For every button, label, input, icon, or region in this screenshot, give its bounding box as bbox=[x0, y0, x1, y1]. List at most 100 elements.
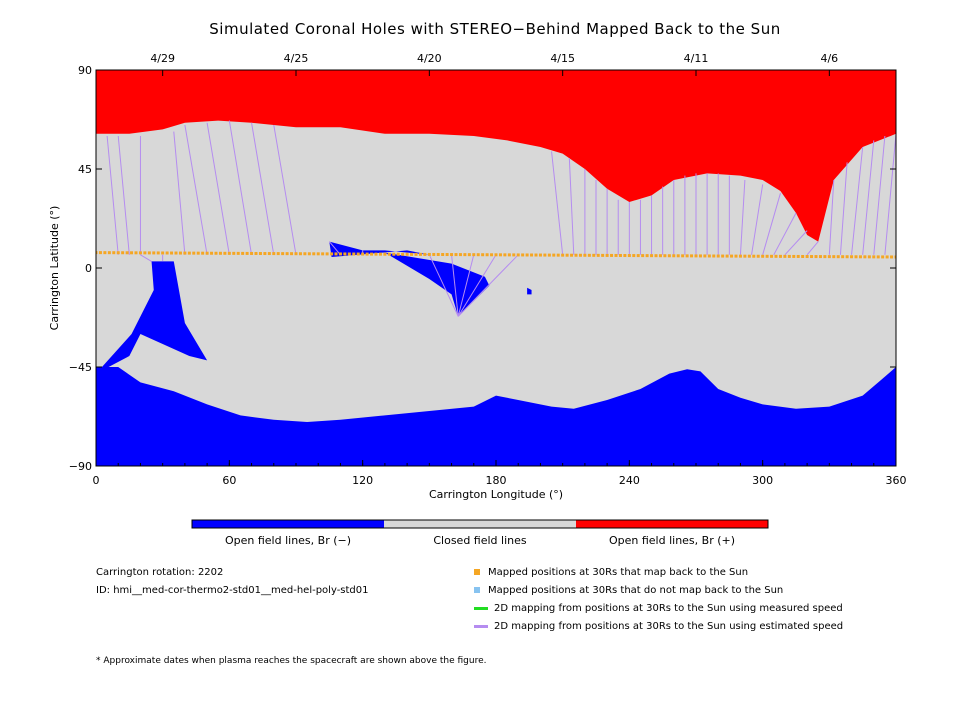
track-point bbox=[681, 254, 685, 258]
x-tick-label: 180 bbox=[486, 474, 507, 487]
legend-item-estimated: 2D mapping from positions at 30Rs to the… bbox=[474, 620, 843, 634]
track-point bbox=[818, 255, 822, 259]
track-point bbox=[632, 254, 636, 258]
track-point bbox=[116, 251, 120, 255]
track-point bbox=[161, 251, 165, 255]
track-point bbox=[574, 253, 578, 257]
colorbar-frame bbox=[191, 519, 769, 529]
track-point bbox=[201, 251, 205, 255]
track-point bbox=[107, 251, 111, 255]
mapping-line-30 bbox=[784, 230, 808, 256]
track-point bbox=[338, 252, 342, 256]
track-point bbox=[885, 255, 889, 259]
mapping-line-6 bbox=[206, 122, 230, 255]
legend-label: 2D mapping from positions at 30Rs to the… bbox=[494, 603, 843, 614]
track-point bbox=[96, 251, 98, 255]
date-tick-label: 4/6 bbox=[820, 52, 838, 65]
track-point bbox=[641, 254, 645, 258]
track-point bbox=[330, 252, 334, 256]
track-point bbox=[361, 252, 365, 256]
track-point bbox=[196, 251, 200, 255]
track-point bbox=[125, 251, 129, 255]
mapping-line-41 bbox=[451, 254, 459, 317]
track-point bbox=[565, 253, 569, 257]
track-point bbox=[872, 255, 876, 259]
track-point bbox=[147, 251, 151, 255]
track-point bbox=[427, 252, 431, 256]
x-tick-label: 120 bbox=[352, 474, 373, 487]
track-point bbox=[654, 254, 658, 258]
track-point bbox=[98, 251, 102, 255]
mapping-line-40 bbox=[428, 254, 459, 317]
track-point bbox=[725, 254, 729, 258]
track-point bbox=[881, 255, 885, 259]
y-tick-label: 0 bbox=[85, 262, 92, 275]
track-point bbox=[418, 252, 422, 256]
track-point bbox=[405, 252, 409, 256]
track-point bbox=[258, 252, 262, 256]
mapping-line-37 bbox=[884, 133, 896, 255]
track-point bbox=[863, 255, 867, 259]
track-point bbox=[387, 252, 391, 256]
x-tick-label: 360 bbox=[886, 474, 907, 487]
south-open-field-region bbox=[96, 367, 896, 466]
track-point bbox=[738, 254, 742, 258]
track-point bbox=[378, 252, 382, 256]
mapping-line-32 bbox=[828, 179, 835, 255]
track-point bbox=[538, 253, 542, 257]
track-point bbox=[143, 251, 147, 255]
track-point bbox=[156, 251, 160, 255]
track-point bbox=[658, 254, 662, 258]
track-point bbox=[716, 254, 720, 258]
date-tick-label: 4/20 bbox=[417, 52, 442, 65]
north-open-field-region bbox=[96, 70, 896, 242]
x-axis-title: Carrington Longitude (°) bbox=[429, 488, 563, 501]
track-point bbox=[463, 253, 467, 257]
track-point bbox=[343, 252, 347, 256]
track-point bbox=[854, 255, 858, 259]
track-point bbox=[347, 252, 351, 256]
track-point bbox=[752, 254, 756, 258]
x-tick-label: 300 bbox=[752, 474, 773, 487]
track-point bbox=[827, 255, 831, 259]
track-point bbox=[178, 251, 182, 255]
track-point bbox=[165, 251, 169, 255]
mapping-line-33 bbox=[839, 162, 848, 255]
track-point bbox=[312, 252, 316, 256]
mapping-line-9 bbox=[273, 124, 297, 255]
mapping-line-43 bbox=[457, 254, 497, 317]
track-point bbox=[445, 253, 449, 257]
track-point bbox=[458, 253, 462, 257]
y-tick-label: 45 bbox=[78, 163, 92, 176]
track-point bbox=[174, 251, 178, 255]
colorbar-segment-0 bbox=[192, 520, 384, 528]
track-point bbox=[894, 255, 896, 259]
track-point bbox=[783, 254, 787, 258]
track-point bbox=[747, 254, 751, 258]
date-tick-label: 4/29 bbox=[150, 52, 175, 65]
track-point bbox=[498, 253, 502, 257]
track-point bbox=[516, 253, 520, 257]
mapping-line-4 bbox=[173, 131, 186, 255]
track-point bbox=[636, 254, 640, 258]
mid-coronal-hole-0 bbox=[96, 261, 208, 374]
chart-title: Simulated Coronal Holes with STEREO−Behi… bbox=[209, 20, 781, 38]
mapping-line-38 bbox=[328, 241, 341, 256]
track-point bbox=[556, 253, 560, 257]
track-point bbox=[210, 251, 214, 255]
mapping-line-28 bbox=[762, 193, 781, 255]
track-point bbox=[334, 252, 338, 256]
track-point bbox=[623, 254, 627, 258]
track-point bbox=[761, 254, 765, 258]
track-point bbox=[610, 253, 614, 257]
track-point bbox=[450, 253, 454, 257]
mapping-line-42 bbox=[457, 254, 475, 317]
track-point bbox=[401, 252, 405, 256]
y-tick-label: −45 bbox=[69, 361, 92, 374]
track-point bbox=[432, 252, 436, 256]
track-point bbox=[698, 254, 702, 258]
track-point bbox=[832, 255, 836, 259]
mapping-line-45 bbox=[140, 254, 152, 262]
y-tick-label: −90 bbox=[69, 460, 92, 473]
